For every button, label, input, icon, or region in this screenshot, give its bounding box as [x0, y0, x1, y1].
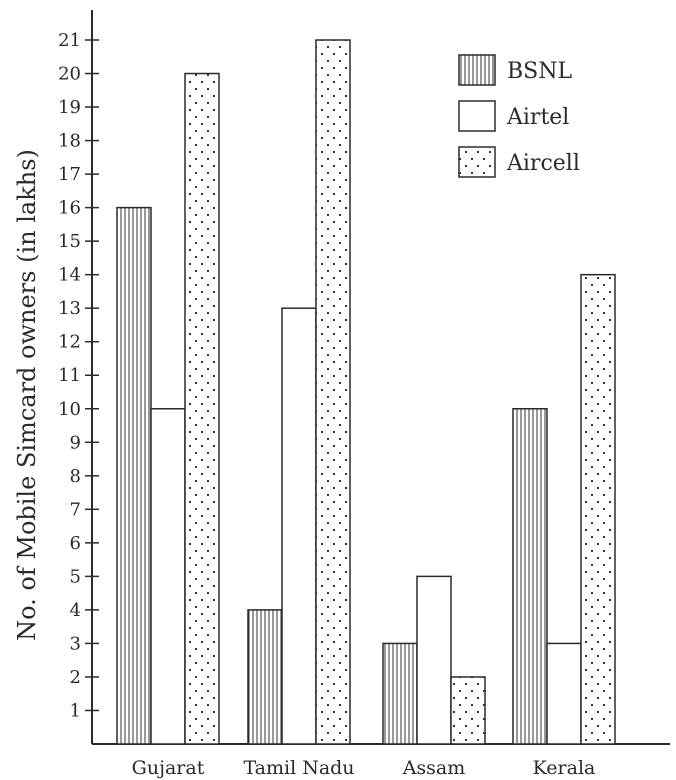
y-tick-label: 20 [58, 64, 81, 85]
bar-bsnl-kerala [512, 408, 548, 745]
bar-bsnl-tamil-nadu [247, 609, 283, 745]
bar-airtel-gujarat [150, 408, 186, 745]
category-label: Tamil Nadu [243, 757, 354, 779]
legend-label-aircell: Aircell [506, 151, 580, 176]
y-tick-label: 11 [58, 365, 81, 386]
y-tick-label: 4 [70, 600, 81, 621]
bar-aircell-kerala [580, 273, 616, 745]
category-label: Assam [402, 757, 466, 779]
legend-label-bsnl: BSNL [507, 59, 572, 84]
y-tick-label: 19 [58, 97, 81, 118]
bar-bsnl-gujarat [116, 206, 152, 745]
bar-aircell-assam [450, 676, 486, 745]
y-tick-label: 10 [58, 399, 81, 420]
y-tick-label: 17 [58, 164, 81, 185]
bars [116, 39, 616, 745]
legend-swatch-aircell [458, 146, 496, 178]
y-tick-label: 16 [58, 198, 81, 219]
y-tick-label: 6 [70, 533, 81, 554]
bar-airtel-kerala [546, 642, 582, 745]
y-axis-title: No. of Mobile Simcard owners (in lakhs) [13, 149, 41, 641]
y-tick-label: 15 [58, 231, 81, 252]
y-tick-label: 1 [70, 700, 81, 721]
legend-label-airtel: Airtel [506, 105, 569, 130]
y-tick-label: 7 [70, 499, 81, 520]
category-label: Gujarat [132, 757, 205, 779]
y-tick-label: 9 [70, 432, 81, 453]
y-tick-label: 14 [58, 265, 81, 286]
legend-swatch-airtel [458, 100, 496, 132]
y-tick-label: 5 [70, 566, 81, 587]
y-tick-label: 8 [70, 466, 81, 487]
bar-aircell-tamil-nadu [315, 39, 351, 745]
y-tick-label: 18 [58, 131, 81, 152]
category-labels: Gujarat Tamil Nadu Assam Kerala [132, 757, 596, 779]
bar-aircell-gujarat [184, 72, 220, 745]
bar-bsnl-assam [382, 642, 418, 745]
y-tick-label: 12 [58, 332, 81, 353]
bar-airtel-assam [416, 575, 452, 745]
y-tick-label: 2 [70, 667, 81, 688]
y-tick-label: 13 [58, 298, 81, 319]
bar-airtel-tamil-nadu [281, 307, 317, 745]
y-tick-label: 21 [58, 30, 81, 51]
legend-swatch-bsnl [458, 54, 496, 86]
category-label: Kerala [533, 757, 596, 779]
y-tick-label: 3 [70, 633, 81, 654]
legend: BSNL Airtel Aircell [458, 54, 580, 178]
